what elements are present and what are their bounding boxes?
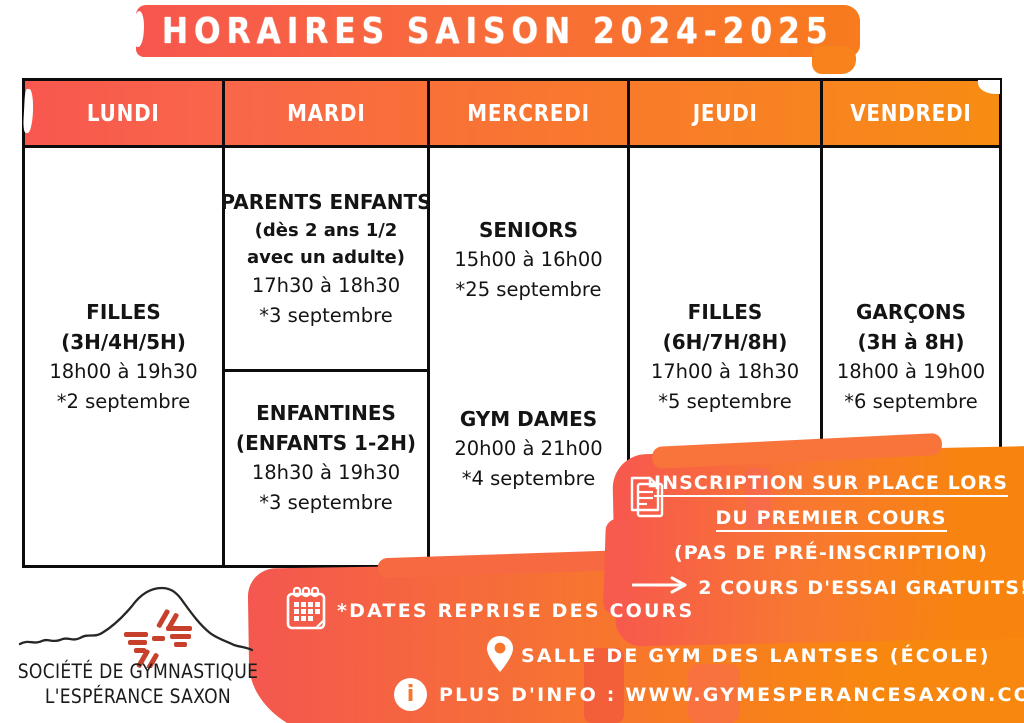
day-header-lundi: LUNDI: [25, 81, 225, 148]
dates-note-text: *DATES REPRISE DES COURS: [337, 600, 695, 622]
location-pin-icon: [484, 634, 516, 678]
dates-note-row: *DATES REPRISE DES COURS: [284, 586, 694, 636]
course-name: FILLES: [687, 299, 763, 324]
promo-line-3: (PAS DE PRÉ-INSCRIPTION): [673, 542, 989, 564]
promo-text: DU PREMIER COURS: [715, 507, 947, 532]
cell-vendredi-garcons: GARÇONS (3H à 8H) 18h00 à 19h00 *6 septe…: [823, 148, 999, 565]
course-time: 18h00 à 19h30: [49, 359, 198, 383]
info-row: i PLUS D'INFO : WWW.GYMESPERANCESAXON.CO…: [394, 678, 1024, 711]
course-time: 20h00 à 21h00: [454, 437, 603, 460]
club-name: SOCIÉTÉ DE GYMNASTIQUE L'ESPÉRANCE SAXON: [16, 661, 259, 709]
promo-line-2: DU PREMIER COURS: [640, 505, 1022, 532]
course-start-date: *4 septembre: [461, 467, 596, 490]
course-start-date: *2 septembre: [56, 389, 191, 413]
page-title: HORAIRES SAISON 2024-2025: [162, 10, 834, 52]
course-time: 17h00 à 18h30: [650, 359, 800, 383]
location-row: SALLE DE GYM DES LANTSES (ÉCOLE): [484, 634, 991, 678]
promo-text: INSCRIPTION SUR PLACE LORS: [653, 472, 1009, 497]
course-time: 15h00 à 16h00: [454, 248, 603, 271]
course-group: avec un adulte): [247, 246, 405, 268]
course-time: 18h00 à 19h00: [836, 359, 986, 383]
day-label: MERCREDI: [467, 99, 590, 127]
course-start-date: *3 septembre: [259, 491, 393, 514]
day-header-vendredi: VENDREDI: [823, 80, 1000, 148]
inscription-info: INSCRIPTION SUR PLACE LORS DU PREMIER CO…: [630, 470, 1024, 601]
mountain-logo-icon: [18, 586, 254, 670]
course-name: ENFANTINES: [256, 401, 396, 425]
course-name: FILLES: [86, 299, 161, 324]
cell-mardi-parents-enfants: PARENTS ENFANTS (dès 2 ans 1/2 avec un a…: [220, 148, 432, 372]
course-time: 17h30 à 18h30: [251, 273, 401, 297]
course-start-date: *25 septembre: [455, 278, 602, 301]
course-start-date: *5 septembre: [658, 389, 792, 413]
day-label: JEUDI: [692, 99, 758, 127]
day-label: MARDI: [286, 99, 366, 127]
day-label: LUNDI: [87, 99, 160, 127]
day-label: VENDREDI: [850, 99, 972, 127]
calendar-icon: [284, 586, 328, 636]
course-start-date: *3 septembre: [259, 303, 393, 327]
club-name-line2: L'ESPÉRANCE SAXON: [44, 685, 232, 708]
promo-line-1: INSCRIPTION SUR PLACE LORS: [640, 470, 1022, 497]
course-time: 18h30 à 19h30: [251, 461, 401, 484]
club-name-line1: SOCIÉTÉ DE GYMNASTIQUE: [17, 661, 259, 684]
document-icon: [626, 474, 668, 528]
brush-streak: [584, 648, 624, 723]
promo-line-4: 2 COURS D'ESSAI GRATUITS!: [631, 575, 1024, 601]
course-name: SENIORS: [478, 218, 579, 242]
course-name: GARÇONS: [855, 299, 967, 324]
schedule-table: LUNDI MARDI MERCREDI JEUDI VENDREDI FILL…: [22, 78, 1002, 568]
course-group: (dès 2 ans 1/2: [254, 219, 398, 241]
brush-streak: [688, 664, 740, 723]
arrow-right-icon: [631, 575, 688, 601]
website-text[interactable]: PLUS D'INFO : WWW.GYMESPERANCESAXON.COM: [439, 683, 1024, 706]
title-banner: HORAIRES SAISON 2024-2025: [136, 5, 860, 74]
cell-mercredi-seniors: SENIORS 15h00 à 16h00 *25 septembre: [430, 148, 630, 372]
location-text: SALLE DE GYM DES LANTSES (ÉCOLE): [521, 645, 991, 667]
course-group: (3H/4H/5H): [61, 329, 186, 354]
cell-lundi-filles: FILLES (3H/4H/5H) 18h00 à 19h30 *2 septe…: [25, 148, 225, 565]
brush-streak: [745, 468, 771, 530]
course-group: (6H/7H/8H): [662, 329, 788, 354]
course-name: GYM DAMES: [459, 407, 598, 431]
club-logo: SOCIÉTÉ DE GYMNASTIQUE L'ESPÉRANCE SAXON: [14, 580, 262, 709]
cell-mercredi-gym-dames: GYM DAMES 20h00 à 21h00 *4 septembre: [430, 372, 630, 565]
day-header-mardi: MARDI: [225, 81, 430, 148]
course-group: (ENFANTS 1-2H): [235, 431, 417, 455]
promo-text: 2 COURS D'ESSAI GRATUITS!: [698, 577, 1024, 599]
course-group: (3H à 8H): [857, 329, 965, 354]
cell-mardi-enfantines: ENFANTINES (ENFANTS 1-2H) 18h30 à 19h30 …: [225, 372, 430, 565]
course-name: PARENTS ENFANTS: [220, 189, 432, 214]
cell-jeudi-filles: FILLES (6H/7H/8H) 17h00 à 18h30 *5 septe…: [630, 148, 823, 565]
day-header-mercredi: MERCREDI: [430, 81, 630, 148]
info-icon: i: [394, 678, 427, 711]
course-start-date: *6 septembre: [844, 389, 978, 413]
day-header-jeudi: JEUDI: [630, 81, 823, 148]
